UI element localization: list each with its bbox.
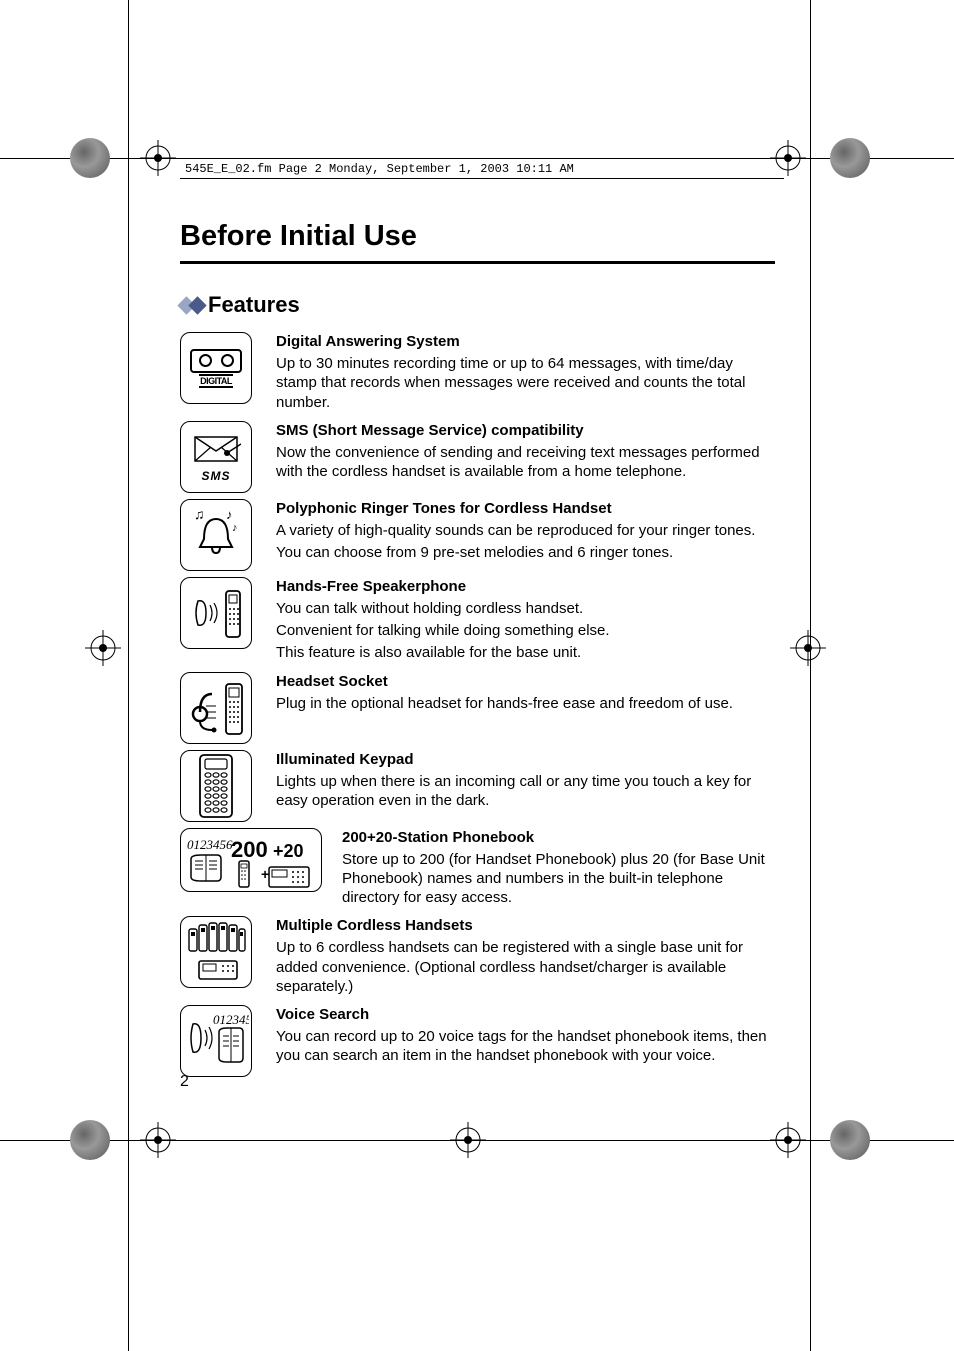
feature-text: Headset Socket Plug in the optional heads… xyxy=(276,672,775,716)
feature-text: Voice Search You can record up to 20 voic… xyxy=(276,1005,775,1069)
feature-body-line: Up to 30 minutes recording time or up to… xyxy=(276,354,775,412)
section-title-text: Features xyxy=(208,292,300,318)
feature-text: Hands-Free Speakerphone You can talk with… xyxy=(276,577,775,666)
feature-body-line: Up to 6 cordless handsets can be registe… xyxy=(276,938,775,996)
registration-ball-icon xyxy=(830,138,870,178)
registration-ball-icon xyxy=(70,1120,110,1160)
feature-body-line: This feature is also available for the b… xyxy=(276,643,775,662)
feature-text: Illuminated Keypad Lights up when there i… xyxy=(276,750,775,814)
feature-text: Multiple Cordless Handsets Up to 6 cordle… xyxy=(276,916,775,999)
feature-heading: Headset Socket xyxy=(276,672,775,691)
phonebook-icon: 0123456 200 +20 + xyxy=(180,828,322,892)
registration-mark-icon xyxy=(450,1122,486,1158)
feature-heading: 200+20-Station Phonebook xyxy=(342,828,775,847)
svg-text:0123456: 0123456 xyxy=(187,837,233,852)
feature-row: 012345 Voice Search You can record up to … xyxy=(180,1005,775,1077)
features-list: DIGITAL Digital Answering System Up to 30 … xyxy=(180,332,775,1077)
digital-icon: DIGITAL xyxy=(180,332,252,404)
diamond-bullet-icon xyxy=(180,299,202,312)
feature-row: DIGITAL Digital Answering System Up to 30 … xyxy=(180,332,775,415)
feature-body-line: Now the convenience of sending and recei… xyxy=(276,443,775,481)
feature-text: 200+20-Station Phonebook Store up to 200 … xyxy=(342,828,775,911)
registration-ball-icon xyxy=(70,138,110,178)
title-rule xyxy=(180,261,775,264)
feature-heading: Polyphonic Ringer Tones for Cordless Han… xyxy=(276,499,775,518)
registration-mark-icon xyxy=(140,140,176,176)
page-title: Before Initial Use xyxy=(180,220,775,253)
feature-row: Hands-Free Speakerphone You can talk with… xyxy=(180,577,775,666)
svg-text:200: 200 xyxy=(231,837,268,862)
feature-body-line: Store up to 200 (for Handset Phonebook) … xyxy=(342,850,775,908)
feature-text: Digital Answering System Up to 30 minutes… xyxy=(276,332,775,415)
feature-body-line: You can talk without holding cordless ha… xyxy=(276,599,775,618)
feature-row: Multiple Cordless Handsets Up to 6 cordle… xyxy=(180,916,775,999)
svg-text:+20: +20 xyxy=(273,841,304,861)
registration-mark-icon xyxy=(770,140,806,176)
feature-heading: Multiple Cordless Handsets xyxy=(276,916,775,935)
feature-body-line: Plug in the optional headset for hands-f… xyxy=(276,694,775,713)
feature-row: Illuminated Keypad Lights up when there i… xyxy=(180,750,775,822)
registration-mark-icon xyxy=(140,1122,176,1158)
feature-heading: Voice Search xyxy=(276,1005,775,1024)
svg-text:♪: ♪ xyxy=(226,507,233,522)
feature-heading: Digital Answering System xyxy=(276,332,775,351)
feature-body-line: A variety of high-quality sounds can be … xyxy=(276,521,775,540)
sms-icon: SMS xyxy=(180,421,252,493)
registration-ball-icon xyxy=(830,1120,870,1160)
headset-icon xyxy=(180,672,252,744)
feature-text: SMS (Short Message Service) compatibilit… xyxy=(276,421,775,485)
registration-mark-icon xyxy=(770,1122,806,1158)
feature-body-line: You can record up to 20 voice tags for t… xyxy=(276,1027,775,1065)
crop-line-left xyxy=(128,0,129,1351)
header-rule xyxy=(180,178,784,179)
svg-text:+: + xyxy=(261,866,269,882)
multihandset-icon xyxy=(180,916,252,988)
feature-body-line: Convenient for talking while doing somet… xyxy=(276,621,775,640)
registration-mark-icon xyxy=(85,630,121,666)
feature-row: 0123456 200 +20 + 200+20-Station Phonebo… xyxy=(180,828,775,911)
feature-heading: Hands-Free Speakerphone xyxy=(276,577,775,596)
keypad-icon xyxy=(180,750,252,822)
registration-mark-icon xyxy=(790,630,826,666)
feature-heading: SMS (Short Message Service) compatibilit… xyxy=(276,421,775,440)
ringer-icon: ♫ ♪ ♪ xyxy=(180,499,252,571)
svg-text:♫: ♫ xyxy=(194,508,205,523)
voicesearch-icon: 012345 xyxy=(180,1005,252,1077)
page-content: Before Initial Use Features DIGITAL Digit… xyxy=(180,220,775,1083)
feature-body-line: Lights up when there is an incoming call… xyxy=(276,772,775,810)
feature-row: Headset Socket Plug in the optional heads… xyxy=(180,672,775,744)
running-head: 545E_E_02.fm Page 2 Monday, September 1,… xyxy=(185,162,574,176)
page-number: 2 xyxy=(180,1073,189,1091)
svg-text:♪: ♪ xyxy=(232,522,238,534)
crop-line-right xyxy=(810,0,811,1351)
svg-text:012345: 012345 xyxy=(213,1012,249,1027)
feature-heading: Illuminated Keypad xyxy=(276,750,775,769)
feature-body-line: You can choose from 9 pre-set melodies a… xyxy=(276,543,775,562)
section-heading: Features xyxy=(180,292,775,318)
feature-row: SMS SMS (Short Message Service) compatibi… xyxy=(180,421,775,493)
feature-text: Polyphonic Ringer Tones for Cordless Han… xyxy=(276,499,775,566)
feature-row: ♫ ♪ ♪ Polyphonic Ringer Tones for Cordle… xyxy=(180,499,775,571)
speakerphone-icon xyxy=(180,577,252,649)
